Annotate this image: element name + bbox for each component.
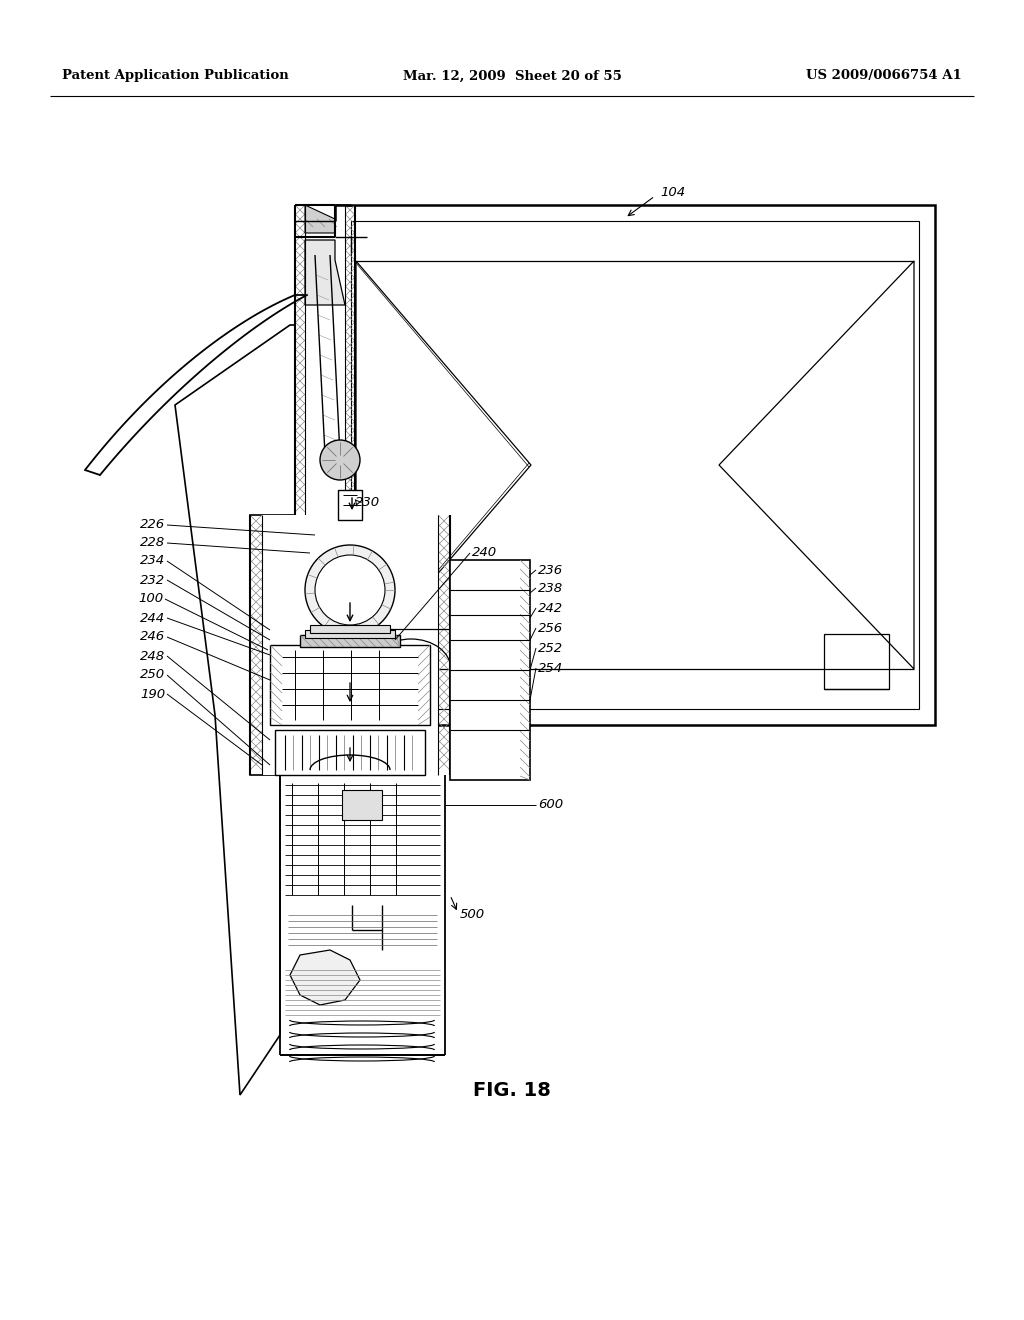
Text: 246: 246 — [140, 631, 165, 644]
Circle shape — [319, 440, 360, 480]
Bar — [262, 515, 438, 775]
Text: Patent Application Publication: Patent Application Publication — [62, 70, 289, 82]
Text: 242: 242 — [538, 602, 563, 615]
Polygon shape — [305, 240, 345, 305]
Circle shape — [305, 545, 395, 635]
Bar — [450, 560, 530, 780]
Bar — [338, 490, 362, 520]
Bar — [270, 645, 430, 725]
Bar — [335, 205, 935, 725]
Text: 240: 240 — [472, 546, 497, 560]
Circle shape — [315, 554, 385, 624]
Text: 238: 238 — [538, 582, 563, 594]
Text: 230: 230 — [355, 495, 380, 508]
Text: 600: 600 — [538, 799, 563, 812]
Bar — [342, 789, 382, 820]
Polygon shape — [305, 205, 335, 234]
Text: 500: 500 — [460, 908, 485, 921]
Text: 232: 232 — [140, 573, 165, 586]
Text: US 2009/0066754 A1: US 2009/0066754 A1 — [806, 70, 962, 82]
Text: 250: 250 — [140, 668, 165, 681]
Text: 190: 190 — [140, 688, 165, 701]
Text: 256: 256 — [538, 622, 563, 635]
Text: 244: 244 — [140, 611, 165, 624]
Text: 248: 248 — [140, 649, 165, 663]
Text: 104: 104 — [660, 186, 685, 199]
Bar — [275, 730, 425, 775]
Bar — [300, 635, 400, 647]
Text: FIG. 18: FIG. 18 — [473, 1081, 551, 1100]
Bar — [310, 624, 390, 634]
Text: 100: 100 — [138, 593, 163, 606]
Bar — [824, 634, 889, 689]
Text: 226: 226 — [140, 519, 165, 532]
Bar — [305, 205, 345, 515]
Bar — [305, 630, 395, 638]
Text: 228: 228 — [140, 536, 165, 549]
Text: 252: 252 — [538, 642, 563, 655]
Text: 236: 236 — [538, 564, 563, 577]
Bar — [351, 220, 919, 709]
Polygon shape — [290, 950, 360, 1005]
Text: Mar. 12, 2009  Sheet 20 of 55: Mar. 12, 2009 Sheet 20 of 55 — [402, 70, 622, 82]
Text: 234: 234 — [140, 554, 165, 568]
Text: 254: 254 — [538, 661, 563, 675]
